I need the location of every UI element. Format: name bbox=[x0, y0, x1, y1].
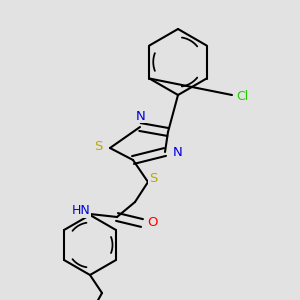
Text: HN: HN bbox=[72, 205, 90, 218]
Text: O: O bbox=[148, 217, 158, 230]
Text: Cl: Cl bbox=[236, 91, 248, 103]
Text: S: S bbox=[149, 172, 157, 185]
Text: N: N bbox=[136, 110, 146, 122]
Text: S: S bbox=[94, 140, 102, 154]
Text: N: N bbox=[173, 146, 183, 158]
